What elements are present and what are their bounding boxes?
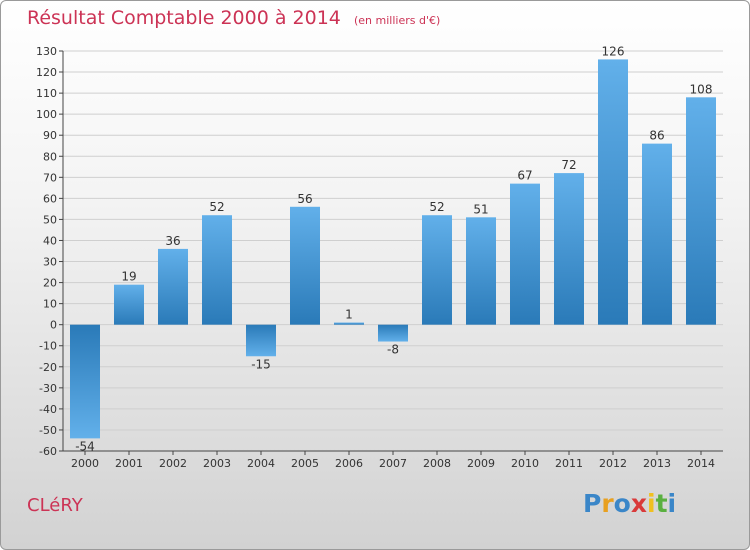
x-tick-label: 2007 [379,457,407,470]
y-tick-label: -40 [39,403,57,416]
chart-title-group: Résultat Comptable 2000 à 2014 (en milli… [27,7,440,29]
data-label: 86 [649,129,664,143]
y-tick-label: 100 [36,108,57,121]
x-tick-label: 2010 [511,457,539,470]
data-label: 126 [602,44,625,58]
bar-2005 [290,206,320,325]
y-tick-label: 20 [43,277,57,290]
bar-2003 [202,215,232,325]
bar-2007 [378,324,408,342]
x-tick-label: 2005 [291,457,319,470]
y-tick-label: -30 [39,382,57,395]
x-tick-label: 2000 [71,457,99,470]
y-tick-label: -20 [39,361,57,374]
bar-2002 [158,248,188,325]
bar-2001 [114,284,144,325]
brand-letter: P [583,489,602,518]
data-label: -54 [75,439,95,453]
x-tick-label: 2013 [643,457,671,470]
bar-2009 [466,217,496,325]
x-tick-label: 2014 [687,457,715,470]
brand-letter: r [601,489,614,518]
data-label: -8 [387,343,399,357]
data-label: -15 [251,357,271,371]
data-label: 72 [561,158,576,172]
data-label: 67 [517,169,532,183]
y-tick-label: 10 [43,298,57,311]
x-tick-label: 2002 [159,457,187,470]
bar-2004 [246,324,276,357]
x-tick-label: 2001 [115,457,143,470]
data-label: 52 [429,200,444,214]
y-tick-label: 90 [43,129,57,142]
brand-letter: o [613,489,631,518]
bar-2010 [510,183,540,325]
chart-subtitle: (en milliers d'€) [353,14,441,27]
brand-letter: t [655,489,668,518]
y-tick-label: 120 [36,66,57,79]
y-tick-label: 30 [43,256,57,269]
x-tick-label: 2003 [203,457,231,470]
y-tick-label: -50 [39,424,57,437]
data-label: 108 [690,82,713,96]
y-tick-label: 130 [36,45,57,58]
commune-name: CLéRY [27,495,83,516]
data-label: 1 [345,308,353,322]
data-label: 19 [121,270,136,284]
bar-2011 [554,173,584,325]
brand-letter: i [667,489,677,518]
bar-2000 [70,324,100,439]
y-tick-label: 80 [43,150,57,163]
x-tick-label: 2008 [423,457,451,470]
chart-title: Résultat Comptable 2000 à 2014 [27,7,341,29]
data-label: 56 [297,192,312,206]
proxiti-logo: Proxiti [583,489,676,518]
brand-letter: x [630,489,647,518]
y-tick-label: 60 [43,192,57,205]
data-label: 36 [165,234,180,248]
y-tick-label: 50 [43,213,57,226]
bar-2012 [598,59,628,325]
x-tick-label: 2012 [599,457,627,470]
y-tick-label: 0 [50,319,57,332]
x-tick-label: 2006 [335,457,363,470]
x-tick-label: 2004 [247,457,275,470]
y-tick-label: 110 [36,87,57,100]
bar-2008 [422,215,452,325]
brand-letter: i [647,489,656,518]
data-label: 52 [209,200,224,214]
y-tick-label: -10 [39,340,57,353]
bar-2013 [642,143,672,325]
data-label: 51 [473,202,488,216]
y-tick-label: -60 [39,445,57,458]
x-tick-label: 2009 [467,457,495,470]
x-tick-label: 2011 [555,457,583,470]
y-tick-label: 70 [43,171,57,184]
y-tick-label: 40 [43,234,57,247]
bar-2014 [686,97,716,325]
bar-2006 [334,322,364,325]
